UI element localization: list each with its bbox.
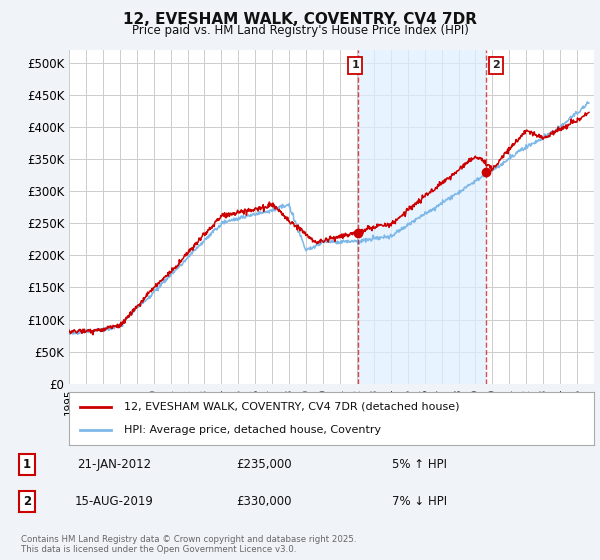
Text: 15-AUG-2019: 15-AUG-2019 — [74, 494, 154, 508]
Text: 1: 1 — [23, 458, 31, 472]
Text: 7% ↓ HPI: 7% ↓ HPI — [392, 494, 448, 508]
Text: 12, EVESHAM WALK, COVENTRY, CV4 7DR: 12, EVESHAM WALK, COVENTRY, CV4 7DR — [123, 12, 477, 27]
Text: £330,000: £330,000 — [236, 494, 292, 508]
Text: 2: 2 — [23, 494, 31, 508]
Text: 12, EVESHAM WALK, COVENTRY, CV4 7DR (detached house): 12, EVESHAM WALK, COVENTRY, CV4 7DR (det… — [124, 402, 460, 412]
Text: HPI: Average price, detached house, Coventry: HPI: Average price, detached house, Cove… — [124, 425, 381, 435]
Text: Price paid vs. HM Land Registry's House Price Index (HPI): Price paid vs. HM Land Registry's House … — [131, 24, 469, 36]
Text: Contains HM Land Registry data © Crown copyright and database right 2025.
This d: Contains HM Land Registry data © Crown c… — [21, 535, 356, 554]
Bar — [358, 50, 486, 384]
Text: 2: 2 — [492, 60, 500, 71]
Text: 5% ↑ HPI: 5% ↑ HPI — [392, 458, 448, 472]
Text: 21-JAN-2012: 21-JAN-2012 — [77, 458, 151, 472]
Text: £235,000: £235,000 — [236, 458, 292, 472]
Text: 1: 1 — [352, 60, 359, 71]
